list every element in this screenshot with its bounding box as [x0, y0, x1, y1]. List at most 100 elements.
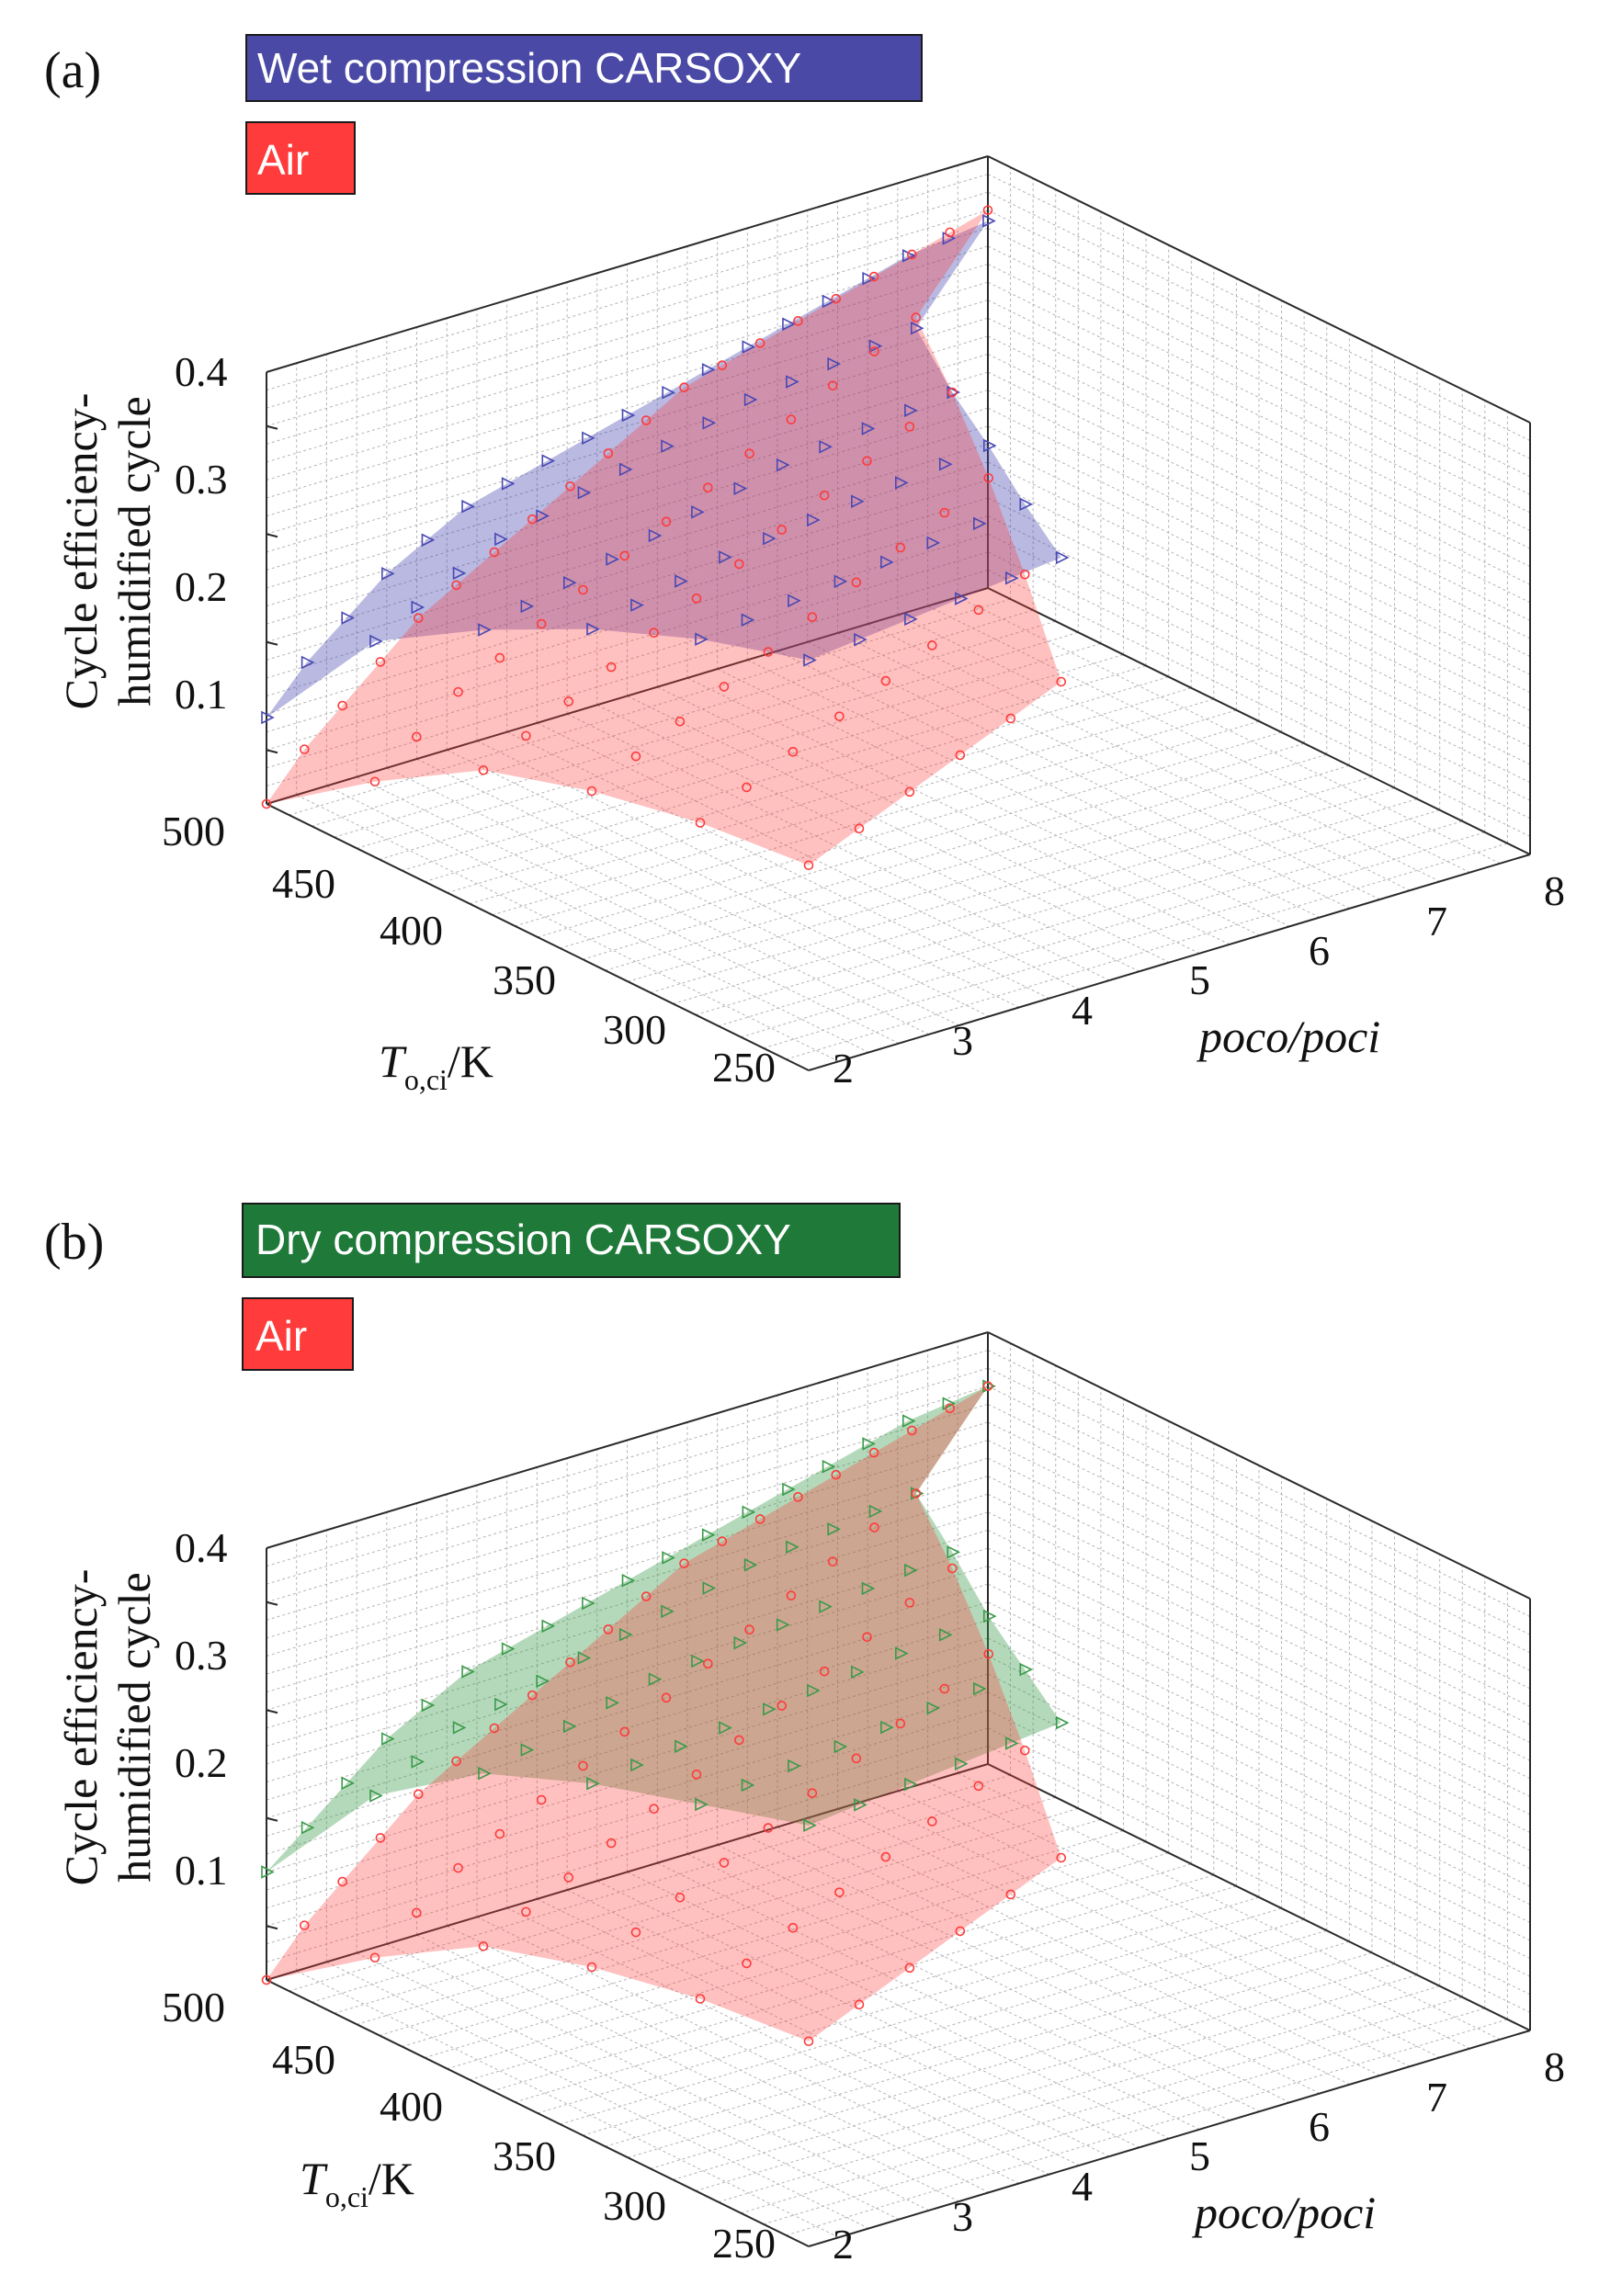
axis-edge — [266, 1979, 810, 2247]
axis-edge — [987, 1763, 1531, 2031]
z-tick-label: 0.3 — [175, 456, 228, 503]
z-tick — [266, 1709, 278, 1714]
marker-circle — [641, 415, 652, 425]
gridline — [357, 1807, 1079, 2025]
marker-circle — [565, 481, 575, 492]
marker-triangle — [955, 1757, 969, 1771]
marker-circle — [703, 1658, 713, 1669]
marker-circle — [907, 1425, 917, 1436]
marker-circle — [786, 414, 797, 424]
x-tick-label: 4 — [1072, 987, 1093, 1034]
surface-patch — [700, 503, 1061, 661]
marker-triangle — [662, 385, 675, 400]
z-tick-label: 0.4 — [175, 1524, 228, 1571]
gridline — [987, 1566, 1531, 1834]
gridline — [987, 1386, 1531, 1654]
y-tick-label: 350 — [493, 2132, 556, 2179]
gridline — [379, 642, 1102, 860]
z-axis-ticks: 0.4 0.3 0.2 0.1 — [175, 1524, 228, 1894]
gridline — [927, 1781, 1470, 2050]
marker-circle — [947, 1563, 958, 1574]
marker-triangle — [862, 1437, 876, 1451]
marker-circle — [413, 613, 424, 624]
marker-triangle — [661, 1604, 675, 1619]
marker-triangle — [536, 1674, 550, 1689]
x-tick-label: 8 — [1544, 2043, 1565, 2090]
marker-circle — [521, 730, 531, 741]
gridline — [786, 2019, 1508, 2236]
marker-circle — [827, 1556, 838, 1566]
z-tick — [266, 1600, 278, 1606]
x-tick-label: 3 — [952, 1017, 973, 1064]
marker-triangle — [904, 1777, 918, 1792]
y-axis-ticks: 500 450 400 350 300 250 — [162, 1984, 776, 2267]
marker-circle — [453, 1862, 463, 1873]
gridline — [470, 1863, 1192, 2081]
marker-circle — [834, 1887, 845, 1897]
marker-triangle — [1019, 1662, 1034, 1677]
marker-circle — [880, 675, 891, 686]
marker-triangle — [369, 1789, 383, 1803]
gridline — [656, 686, 1200, 955]
y-axis-title: To,ci/K — [300, 2153, 414, 2213]
marker-circle — [675, 1892, 686, 1903]
marker-triangle — [788, 594, 801, 608]
panel-label: (b) — [44, 1214, 104, 1271]
gridline — [266, 1566, 989, 1783]
marker-triangle — [261, 710, 275, 725]
marker-triangle — [1019, 497, 1034, 512]
marker-triangle — [827, 1522, 841, 1536]
marker-circle — [565, 1657, 575, 1668]
marker-triangle — [822, 1459, 836, 1474]
marker-triangle — [606, 552, 619, 566]
gridline — [266, 1709, 989, 1927]
y-tick-label: 500 — [162, 1984, 225, 2030]
x-axis-title: poco/poci — [1192, 2187, 1376, 2238]
z-tick-label: 0.2 — [175, 563, 228, 610]
gridline — [312, 609, 1034, 827]
gridline — [447, 676, 1169, 894]
marker-circle — [983, 1648, 994, 1659]
marker-triangle — [868, 339, 883, 353]
marker-circle — [927, 640, 937, 650]
marker-circle — [300, 1920, 310, 1930]
marker-triangle — [862, 271, 876, 286]
marker-triangle — [421, 533, 436, 548]
y-tick-label: 250 — [712, 1044, 776, 1091]
marker-circle — [851, 577, 862, 588]
marker-triangle — [743, 1557, 758, 1572]
z-axis-title: Cycle efficiency- humidified cycle — [55, 1569, 160, 1886]
marker-circle — [742, 1958, 752, 1969]
gridline — [987, 1350, 1531, 1618]
marker-triangle — [606, 1696, 619, 1710]
marker-triangle — [776, 458, 790, 472]
legend: Dry compression CARSOXY Air — [242, 1203, 901, 1371]
marker-triangle — [880, 1720, 894, 1735]
marker-triangle — [851, 494, 865, 509]
marker-triangle — [733, 1635, 748, 1650]
marker-circle — [375, 657, 386, 667]
surface-patch — [592, 1616, 1026, 1804]
gridline — [402, 1830, 1124, 2047]
axis-edge — [266, 587, 989, 805]
panel-b: (b) Dry compression CARSOXY Air 0.4 0.3 … — [44, 1203, 1565, 2268]
marker-triangle — [851, 1665, 865, 1680]
gridline — [650, 775, 1373, 993]
gridline — [786, 843, 1508, 1060]
marker-circle — [869, 346, 879, 356]
marker-triangle — [562, 575, 577, 590]
marker-triangle — [452, 1721, 467, 1735]
marker-circle — [868, 1447, 879, 1458]
z-axis-ticks: 0.4 0.3 0.2 0.1 — [175, 348, 228, 718]
marker-circle — [451, 580, 461, 591]
gridline — [987, 1367, 1531, 1635]
y-tick-label: 500 — [162, 808, 225, 854]
marker-triangle — [501, 1642, 516, 1656]
gridline — [987, 335, 1531, 604]
marker-circle — [777, 525, 788, 535]
y-tick-label: 400 — [380, 2083, 443, 2130]
marker-circle — [679, 382, 689, 392]
marker-triangle — [743, 392, 758, 407]
marker-triangle — [582, 1596, 595, 1611]
gridline — [987, 1493, 1531, 1761]
